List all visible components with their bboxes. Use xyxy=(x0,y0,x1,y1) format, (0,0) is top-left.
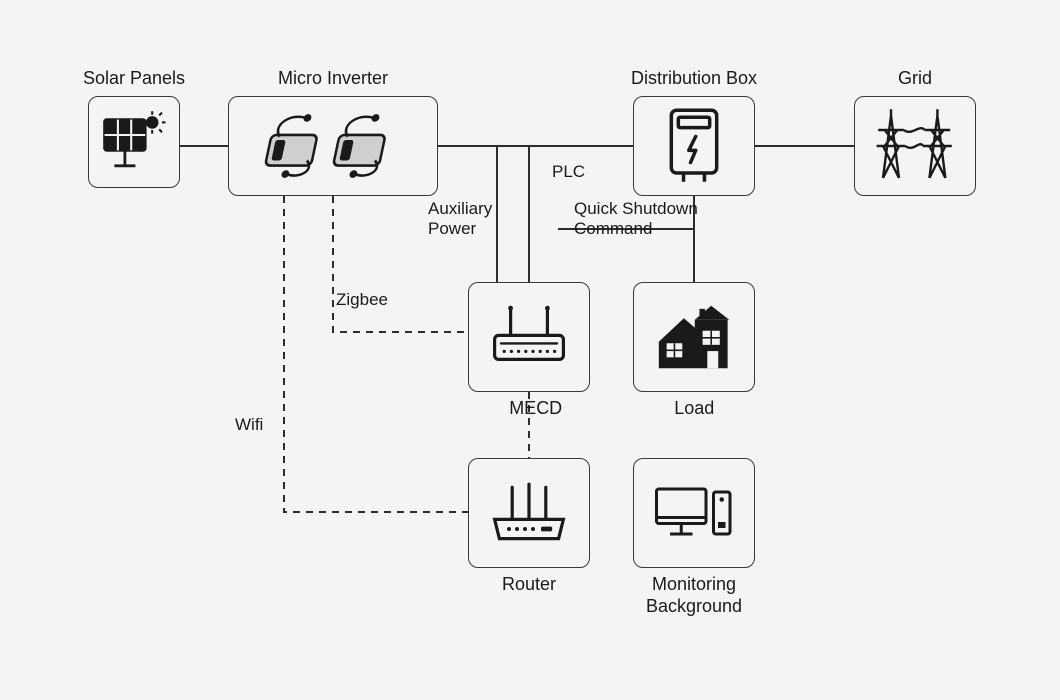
mecd-icon xyxy=(485,296,573,378)
monitor-icon xyxy=(649,474,739,552)
edge-label-wifi: Wifi xyxy=(235,415,263,435)
edge-wifi xyxy=(284,196,468,512)
node-load xyxy=(633,282,755,392)
house-icon xyxy=(651,296,737,378)
node-label-monitor: Monitoring Background xyxy=(645,574,744,617)
micro-inverter-icon xyxy=(248,106,418,186)
node-label-dist: Distribution Box xyxy=(615,68,773,90)
diagram-stage: PLC Auxiliary Power Quick Shutdown Command… xyxy=(0,0,1060,700)
node-grid xyxy=(854,96,976,196)
node-label-mecd: MECD xyxy=(509,398,549,420)
solar-panel-icon xyxy=(99,107,169,177)
node-solar-panels xyxy=(88,96,180,188)
node-monitoring xyxy=(633,458,755,568)
node-distribution-box xyxy=(633,96,755,196)
grid-icon xyxy=(867,105,963,187)
node-label-router: Router xyxy=(499,574,558,596)
node-label-solar: Solar Panels xyxy=(75,68,194,90)
edge-label-shutdown: Quick Shutdown Command xyxy=(574,199,698,238)
edge-label-aux: Auxiliary Power xyxy=(428,199,492,238)
node-micro-inverter xyxy=(228,96,438,196)
distribution-box-icon xyxy=(659,105,729,187)
node-router xyxy=(468,458,590,568)
edge-label-zigbee: Zigbee xyxy=(336,290,388,310)
edge-label-plc: PLC xyxy=(552,162,585,182)
node-label-inverter: Micro Inverter xyxy=(264,68,403,90)
node-label-grid: Grid xyxy=(895,68,935,90)
node-label-load: Load xyxy=(674,398,714,420)
router-icon xyxy=(485,472,573,554)
node-mecd xyxy=(468,282,590,392)
